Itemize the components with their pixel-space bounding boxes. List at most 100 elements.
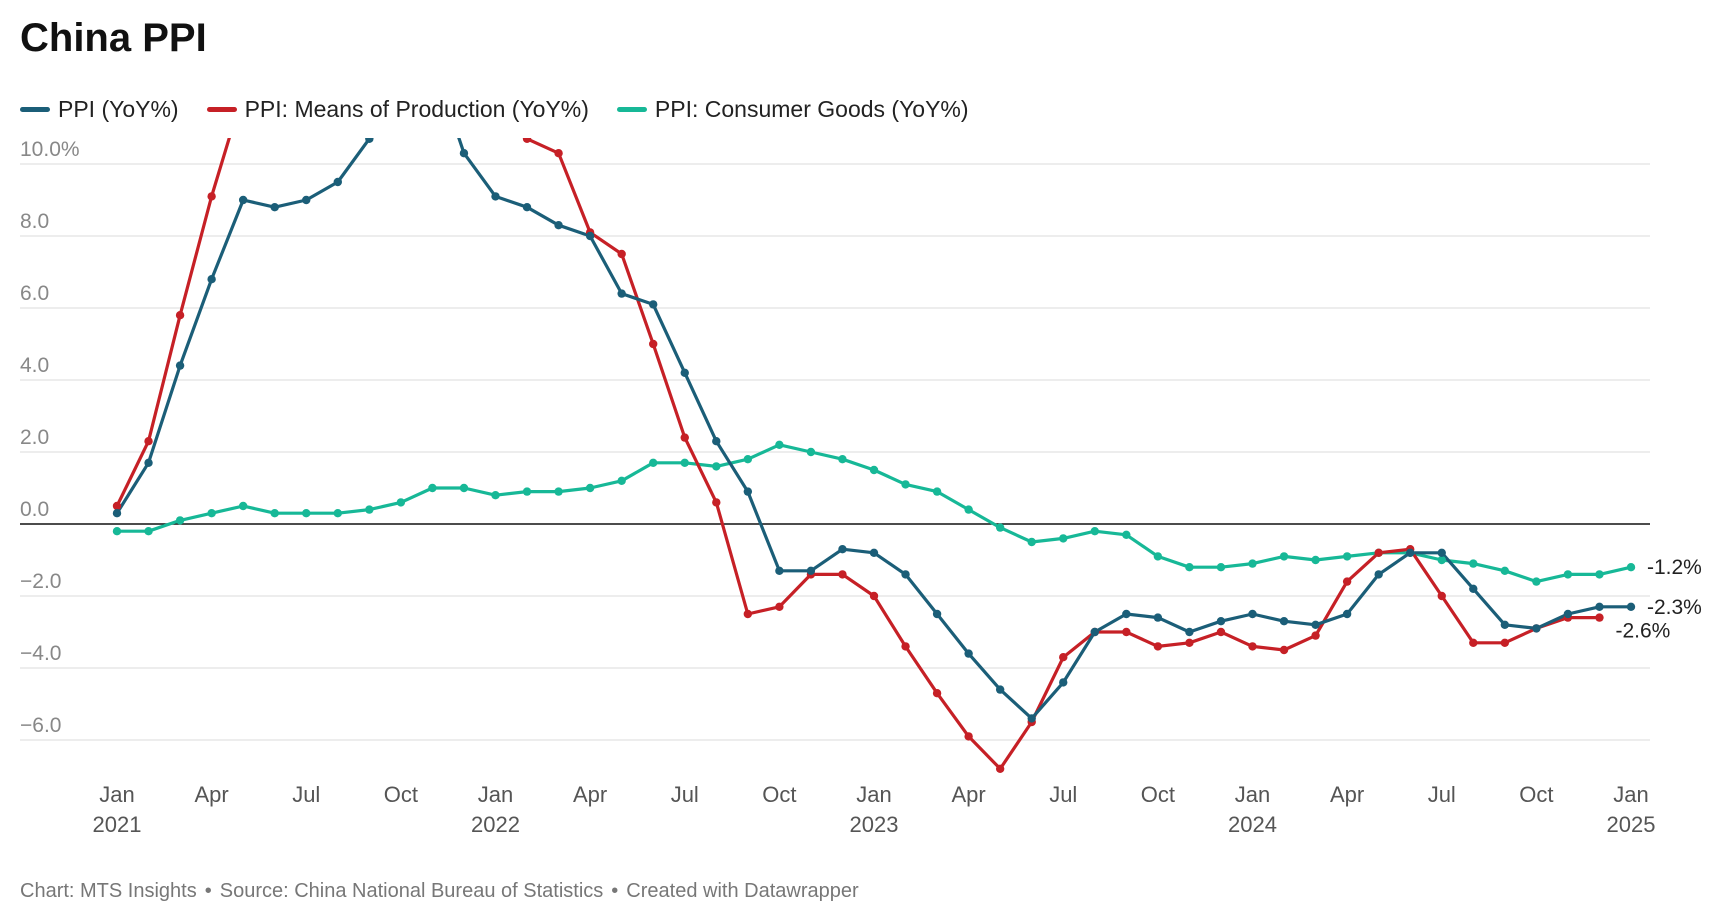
data-point [617,289,626,298]
data-point [302,195,311,205]
end-label-1: -2.6% [1615,620,1670,643]
data-point [775,566,784,575]
legend-item-consumer-goods: PPI: Consumer Goods (YoY%) [616,96,969,123]
data-point [302,88,310,96]
x-tick-month: Jan [1613,782,1648,807]
x-tick-month: Jan [478,782,513,807]
data-point [901,642,910,651]
grid-lines [20,163,1650,741]
x-axis: Jan 2021 Apr Jul Oct Jan 2022 Apr Jul Oct Jan 2023 A… [93,782,1656,837]
data-point [1342,552,1352,561]
data-point [302,509,311,518]
data-point [522,203,532,212]
data-point [1248,559,1257,568]
data-point [712,498,721,507]
data-point [1437,548,1446,557]
data-point [1311,555,1320,565]
x-tick-year: 2025 [1607,812,1656,837]
x-tick-month: Jan [856,782,891,807]
data-point [144,458,153,467]
x-tick-month: Oct [762,782,796,807]
data-point [1563,609,1573,619]
data-point [649,339,658,349]
y-tick-label: 2.0 [20,426,49,449]
data-point [1059,653,1068,662]
legend-item-means-of-production: PPI: Means of Production (YoY%) [206,96,589,123]
data-point [554,149,563,158]
data-point [1374,570,1383,579]
data-point [838,570,847,579]
data-point [869,548,879,557]
data-point [1248,609,1257,619]
data-point [617,249,626,259]
data-point [397,34,405,42]
y-tick-label: 10.0% [20,138,80,161]
footer-separator-2: • [611,880,619,902]
data-point [1122,609,1131,619]
footer: Chart: MTS Insights • Source: China Nati… [20,880,859,903]
data-point [869,591,879,601]
data-point [1216,627,1226,637]
data-point [1469,559,1478,568]
data-point [334,63,342,71]
legend-label-consumer-goods: PPI: Consumer Goods (YoY%) [654,96,969,122]
data-point [365,5,373,13]
y-tick-label: −2.0 [20,570,61,593]
data-point [1342,577,1352,586]
data-point [459,149,469,158]
data-point [932,609,942,619]
series-line-0 [115,138,1633,721]
data-point [270,509,279,518]
data-point [1248,642,1257,651]
y-tick-label: −6.0 [20,714,61,737]
data-point [649,300,658,309]
data-point [1216,563,1226,572]
data-point [491,109,499,117]
data-point [1216,617,1226,626]
data-point [460,34,468,42]
legend-label-means-of-production: PPI: Means of Production (YoY%) [244,96,589,122]
legend-item-ppi: PPI (YoY%) [20,96,179,123]
y-tick-label: −4.0 [20,642,61,665]
data-point [491,491,500,500]
data-point [1027,537,1036,547]
data-point [1500,620,1510,629]
x-tick-month: Jan [1235,782,1270,807]
data-point [333,177,342,187]
data-point [144,437,153,446]
data-point [712,437,721,446]
data-point [901,570,910,579]
data-point [239,88,247,96]
x-tick-year: 2024 [1228,812,1277,837]
end-labels: -1.2% -2.6%-2.3% [1615,556,1701,642]
data-point [270,203,279,212]
data-point [238,195,248,205]
data-point [365,505,374,514]
data-point [1059,678,1068,687]
data-point [1469,584,1478,593]
data-point [743,487,753,496]
end-label-2: -1.2% [1647,556,1702,579]
data-point [1437,591,1446,601]
data-point [775,602,784,611]
data-point [175,361,185,370]
x-tick-month: Jul [292,782,320,807]
data-point [175,311,185,320]
data-point [396,498,406,507]
data-point [207,275,216,284]
data-point [964,732,973,741]
footer-source: Source: China National Bureau of Statist… [219,880,604,902]
data-point [932,689,942,698]
data-point [712,462,721,471]
x-tick-year: 2022 [471,812,520,837]
data-point [995,685,1005,694]
x-tick-month: Jul [1049,782,1077,807]
y-tick-label: 4.0 [20,354,49,377]
data-point [428,483,437,493]
data-point [1153,642,1163,651]
data-point [1185,627,1194,637]
legend-label-ppi: PPI (YoY%) [58,96,179,122]
data-point [1027,714,1036,723]
y-tick-label: 8.0 [20,210,49,233]
